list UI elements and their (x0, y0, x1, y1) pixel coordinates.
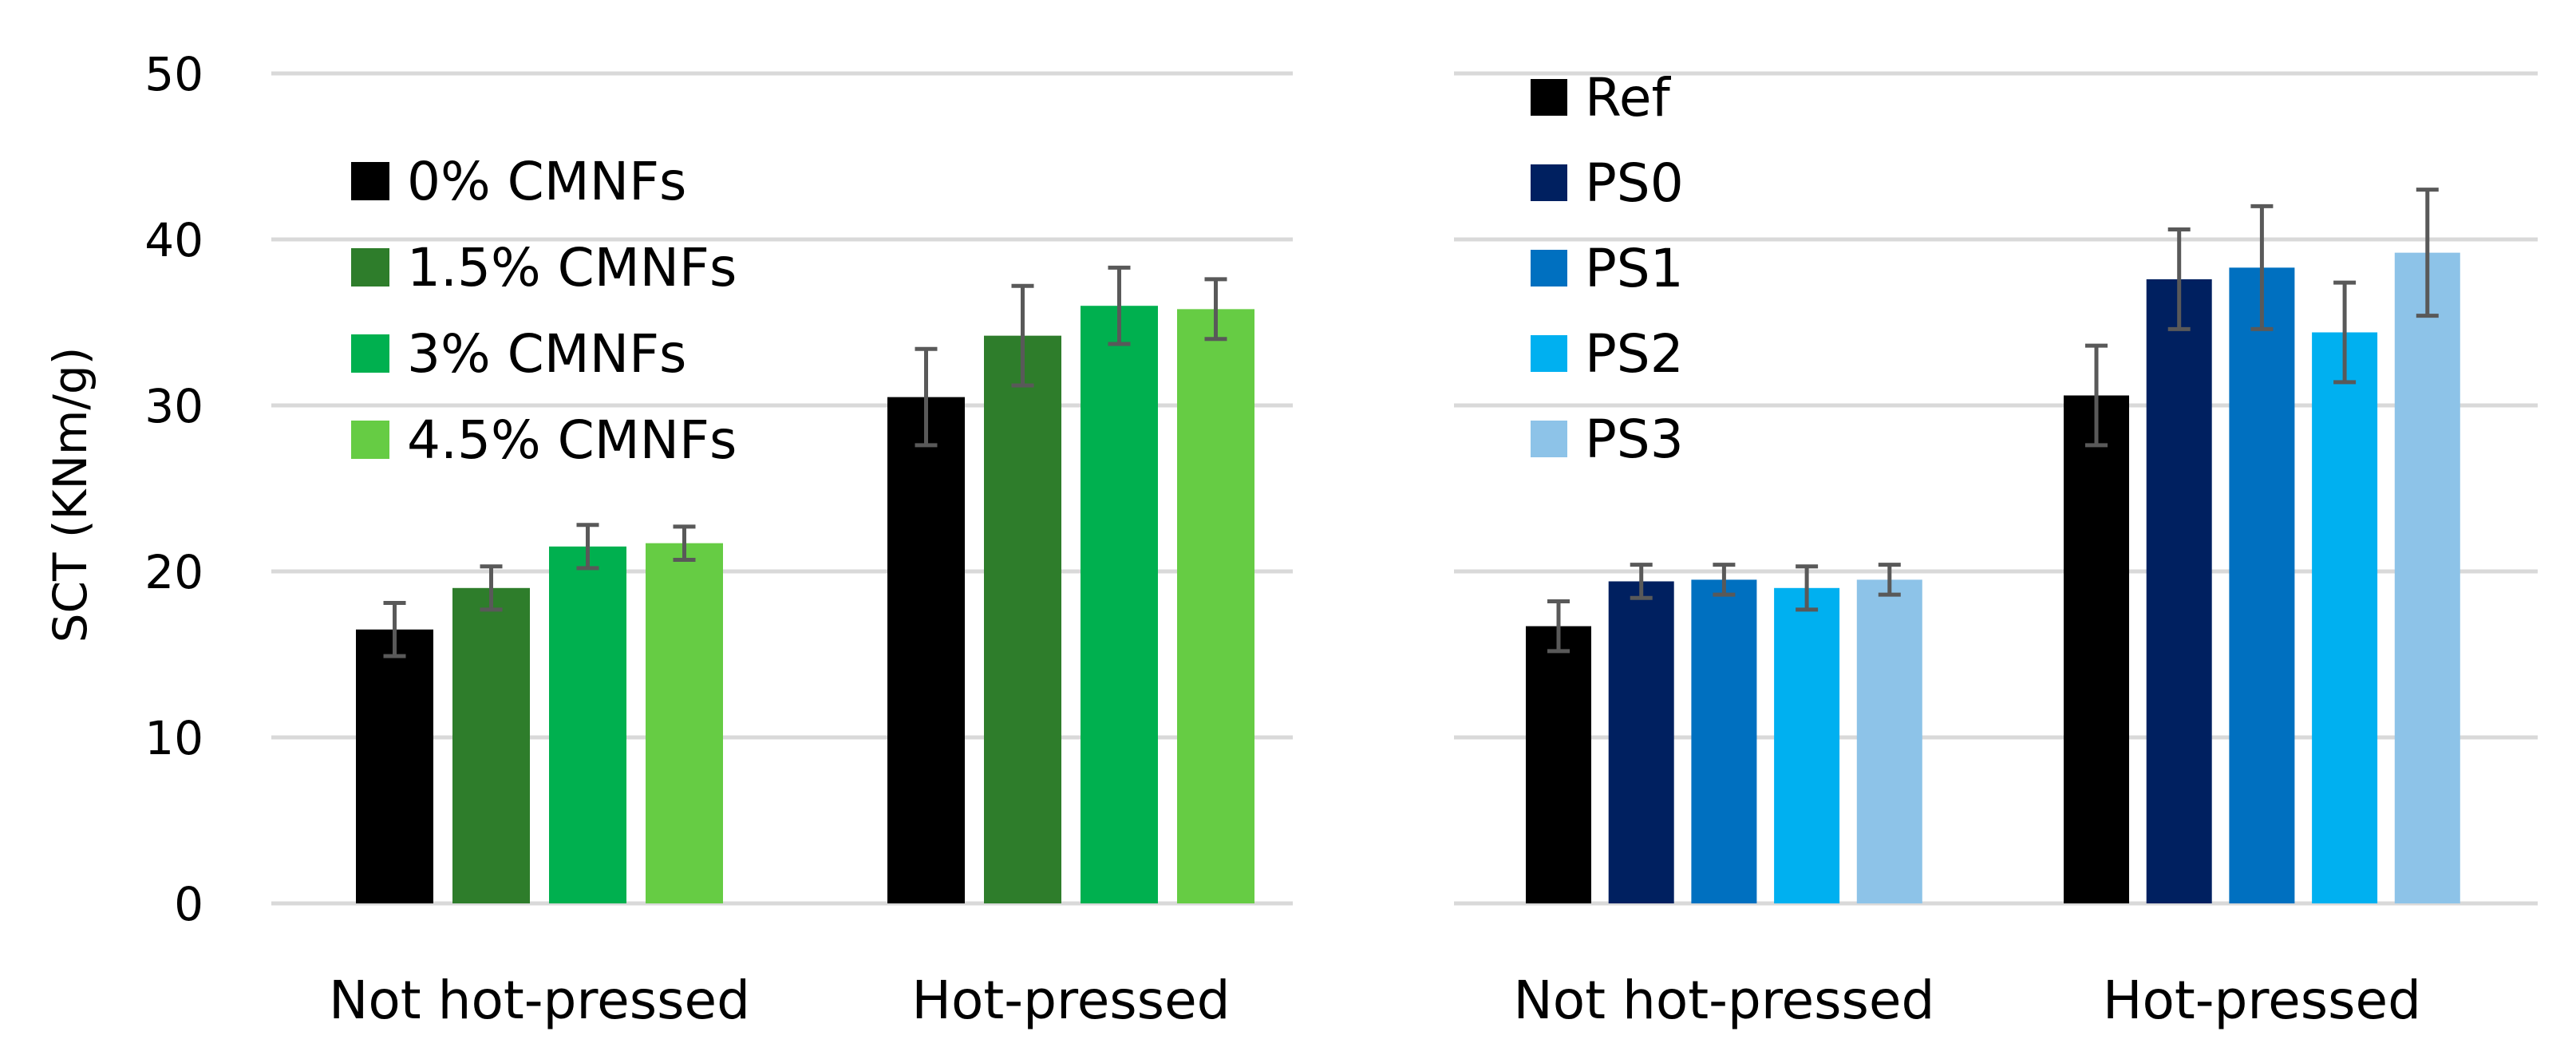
legend-swatch (1531, 164, 1567, 201)
left-chart-panel: 0 10 20 30 40 50 Not hot-pressed Hot-pressed 0% … (144, 47, 1293, 1031)
y-tick-label: 30 (144, 379, 203, 433)
x-category-label: Not hot-pressed (1513, 970, 1934, 1031)
y-tick-label: 10 (144, 711, 203, 765)
bar (2394, 252, 2460, 903)
legend-label: PS3 (1585, 409, 1684, 470)
bar (1856, 579, 1922, 903)
x-category-label: Hot-pressed (911, 970, 1230, 1031)
y-tick-label: 50 (144, 47, 203, 101)
legend-swatch (351, 162, 389, 200)
y-axis-title: SCT (KNm/g) (43, 347, 97, 643)
bar (646, 543, 723, 903)
bar (1081, 306, 1158, 903)
x-category-label: Hot-pressed (2103, 970, 2421, 1031)
legend-label: 4.5% CMNFs (407, 409, 737, 471)
x-category-label: Not hot-pressed (329, 970, 750, 1031)
legend-label: PS1 (1585, 238, 1684, 299)
y-tick-label: 40 (144, 213, 203, 267)
legend-label: PS0 (1585, 152, 1684, 214)
bar (2146, 279, 2212, 903)
bar (1774, 587, 1840, 903)
bar (887, 397, 965, 904)
legend-label: 1.5% CMNFs (407, 237, 737, 298)
bar (452, 587, 530, 903)
bar (984, 335, 1061, 903)
legend-swatch (1531, 421, 1567, 457)
bar (1608, 581, 1674, 903)
bar (2064, 395, 2129, 903)
bar (1177, 309, 1254, 903)
legend-swatch (1531, 79, 1567, 116)
bar (1691, 579, 1757, 903)
legend-label: Ref (1585, 67, 1671, 128)
legend-swatch (351, 334, 389, 373)
legend-swatch (1531, 335, 1567, 372)
bar (356, 629, 433, 903)
bar (2229, 267, 2295, 903)
legend-swatch (351, 248, 389, 286)
legend-label: 0% CMNFs (407, 151, 686, 212)
legend-label: 3% CMNFs (407, 323, 686, 385)
bar (549, 546, 626, 903)
y-tick-label: 20 (144, 545, 203, 599)
right-chart-panel: Not hot-pressed Hot-pressed Ref PS0 PS1 PS2 PS… (1454, 67, 2538, 1031)
bar (1526, 626, 1591, 903)
legend-swatch (351, 421, 389, 459)
legend-label: PS2 (1585, 323, 1684, 385)
legend-swatch (1531, 250, 1567, 286)
y-tick-label: 0 (174, 877, 203, 931)
bar (2312, 332, 2378, 904)
